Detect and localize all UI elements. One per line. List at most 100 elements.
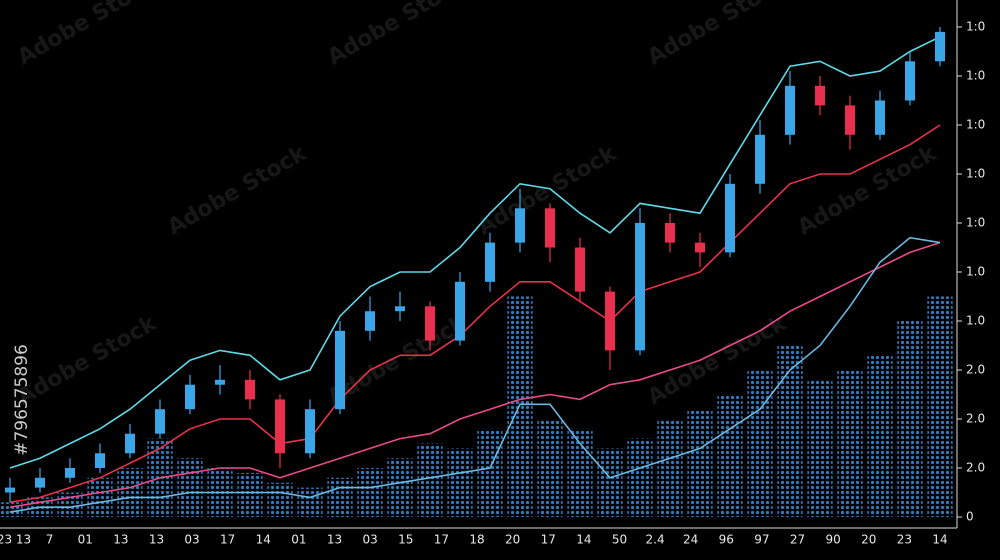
line-series — [9, 124, 941, 504]
x-tick-label: 97 — [754, 533, 769, 547]
volume-bar — [237, 472, 263, 517]
volume-bar — [447, 448, 473, 517]
candle-body — [125, 433, 135, 454]
volume-bar — [357, 468, 383, 517]
volume-bar — [597, 448, 623, 517]
volume-bar — [327, 477, 353, 517]
candle-body — [305, 409, 315, 454]
volume-bar — [567, 428, 593, 517]
y-tick-label: 2.0 — [966, 412, 985, 426]
x-tick-label: 17 — [434, 533, 449, 547]
candle-body — [845, 105, 855, 135]
x-tick-label: 24 — [683, 533, 698, 547]
volume-bar — [687, 409, 713, 517]
candle-body — [65, 468, 75, 478]
volume-bar — [297, 487, 323, 517]
x-tick-label: 03 — [184, 533, 199, 547]
y-tick-label: 0 — [966, 510, 974, 524]
candle-body — [785, 85, 795, 135]
candle-body — [755, 134, 765, 184]
candle-body — [95, 453, 105, 468]
volume-bar — [837, 370, 863, 517]
y-tick-label: 1:0 — [966, 118, 985, 132]
candle-body — [575, 247, 585, 292]
line-series — [9, 241, 941, 508]
x-tick-label: 7 — [46, 533, 54, 547]
candle-body — [665, 223, 675, 243]
x-tick-label: 2.4 — [646, 533, 665, 547]
line-series — [9, 36, 941, 469]
candle-body — [695, 242, 705, 253]
candle-body — [485, 242, 495, 282]
candle-body — [515, 208, 525, 243]
y-tick-label: 2.0 — [966, 363, 985, 377]
y-tick-label: 2.0 — [966, 461, 985, 475]
x-tick-label: 15 — [398, 533, 413, 547]
volume-bar — [537, 419, 563, 517]
volume-bar — [387, 458, 413, 517]
y-tick-label: 1:0 — [966, 20, 985, 34]
x-tick-label: 13 — [149, 533, 164, 547]
candle-body — [335, 330, 345, 410]
candle-body — [395, 306, 405, 312]
volume-bar — [867, 355, 893, 517]
x-tick-label: 18 — [469, 533, 484, 547]
y-tick-label: 1:0 — [966, 216, 985, 230]
volume-bar — [267, 482, 293, 517]
x-tick-label: 13 — [113, 533, 128, 547]
image-id: #796575896 — [12, 344, 32, 456]
volume-bar — [417, 443, 443, 517]
x-tick-label: 96 — [719, 533, 734, 547]
x-tick-label: 27 — [790, 533, 805, 547]
volume-bar — [177, 458, 203, 517]
y-tick-label: 1:0 — [966, 69, 985, 83]
line-series — [9, 236, 941, 513]
candle-body — [935, 31, 945, 62]
candle-body — [245, 379, 255, 400]
candle-body — [425, 306, 435, 341]
candle-body — [725, 183, 735, 253]
candle-body — [905, 61, 915, 101]
candle-body — [605, 291, 615, 351]
candle-body — [635, 223, 645, 351]
volume-bar — [477, 428, 503, 517]
volume-bar — [627, 438, 653, 517]
volume-bar — [747, 370, 773, 517]
candle-body — [275, 399, 285, 454]
x-tick-label: 17 — [220, 533, 235, 547]
x-tick-label: 50 — [612, 533, 627, 547]
volume-bar — [717, 394, 743, 517]
candle-body — [215, 379, 225, 385]
y-tick-label: 1.0 — [966, 265, 985, 279]
candle-body — [365, 311, 375, 331]
volume-bar — [897, 321, 923, 517]
y-tick-label: 1.0 — [966, 314, 985, 328]
x-tick-label: 20 — [861, 533, 876, 547]
y-tick-label: 1:0 — [966, 167, 985, 181]
x-tick-label: 03 — [363, 533, 378, 547]
x-tick-label: 17 — [541, 533, 556, 547]
x-tick-label: 13 — [327, 533, 342, 547]
volume-bar — [117, 468, 143, 517]
volume-bar — [777, 345, 803, 517]
volume-bar — [87, 477, 113, 517]
x-tick-label: 14 — [932, 533, 947, 547]
x-tick-label: 20 — [505, 533, 520, 547]
candle-body — [185, 384, 195, 410]
candle-body — [815, 85, 825, 106]
volume-bar — [0, 502, 23, 517]
candle-body — [5, 487, 15, 493]
candle-body — [875, 100, 885, 135]
x-tick-label: 23 — [897, 533, 912, 547]
candle-body — [155, 409, 165, 434]
volume-bar — [507, 296, 533, 517]
x-tick-label: 14 — [576, 533, 591, 547]
x-tick-label: 01 — [291, 533, 306, 547]
volume-bar — [657, 419, 683, 517]
volume-bar — [927, 296, 953, 517]
volume-bar — [807, 379, 833, 517]
candle-body — [455, 281, 465, 341]
x-tick-label: 14 — [256, 533, 271, 547]
x-tick-label: 90 — [826, 533, 841, 547]
